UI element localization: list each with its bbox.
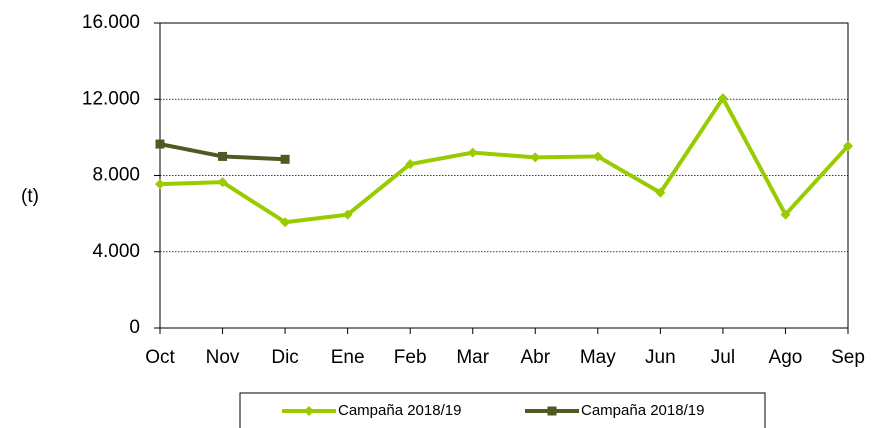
x-tick-label: Ago <box>769 347 803 368</box>
marker <box>217 177 228 188</box>
y-tick-label: 12.000 <box>82 88 140 109</box>
legend-label: Campaña 2018/19 <box>581 402 704 419</box>
marker <box>280 217 291 228</box>
x-tick-label: Jul <box>711 347 735 368</box>
marker <box>155 179 165 190</box>
marker <box>342 209 353 220</box>
x-tick-label: Jun <box>645 347 676 368</box>
x-tick-label: Ene <box>331 347 365 368</box>
marker <box>655 187 666 198</box>
marker <box>405 159 416 170</box>
marker <box>280 154 290 164</box>
marker <box>780 209 791 220</box>
x-tick-label: May <box>580 347 616 368</box>
x-tick-label: Sep <box>831 347 865 368</box>
y-tick-label: 8.000 <box>92 165 140 186</box>
line-series <box>159 96 850 225</box>
marker <box>843 140 853 151</box>
marker <box>717 93 728 104</box>
marker <box>530 152 541 163</box>
y-tick-label: 4.000 <box>92 241 140 262</box>
plot-border <box>159 22 849 329</box>
x-tick-label: Feb <box>394 347 427 368</box>
legend-label: Campaña 2018/19 <box>338 402 461 419</box>
x-tick-label: Nov <box>206 347 240 368</box>
marker <box>592 151 603 162</box>
y-tick-label: 16.000 <box>82 12 140 33</box>
marker <box>467 147 478 158</box>
marker <box>304 406 314 416</box>
y-tick-label: 0 <box>129 317 140 338</box>
x-tick-label: Abr <box>520 347 550 368</box>
x-tick-label: Dic <box>271 347 298 368</box>
marker <box>547 406 557 416</box>
y-axis-label: (t) <box>21 186 39 207</box>
x-tick-label: Mar <box>456 347 489 368</box>
marker <box>155 139 165 149</box>
marker <box>218 151 228 161</box>
x-tick-label: Oct <box>145 347 175 368</box>
